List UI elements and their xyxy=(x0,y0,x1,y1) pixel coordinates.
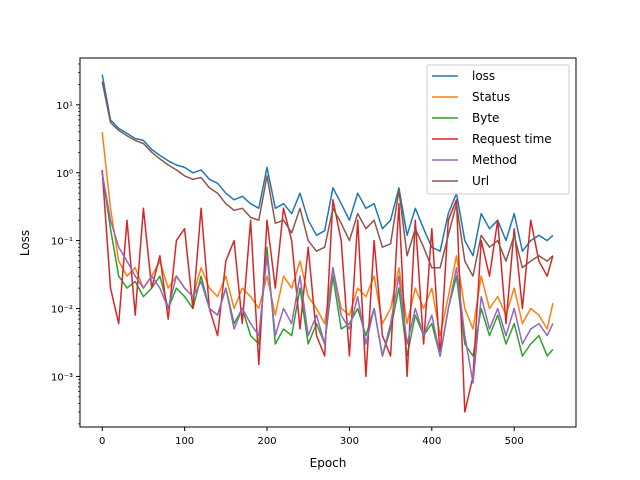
series-lines xyxy=(101,74,554,413)
x-tick-label: 400 xyxy=(422,436,441,447)
y-tick-label: 10⁻² xyxy=(51,305,73,316)
y-axis-label: Loss xyxy=(18,230,32,256)
series-line-method xyxy=(101,172,554,384)
y-tick-label: 10¹ xyxy=(56,101,73,112)
x-tick-label: 0 xyxy=(99,436,105,447)
plot-frame xyxy=(79,57,577,428)
series-line-loss xyxy=(101,74,554,257)
y-tick-label: 10⁻¹ xyxy=(51,237,73,248)
x-tick-label: 200 xyxy=(257,436,276,447)
legend-label: loss xyxy=(472,69,495,83)
x-axis-label: Epoch xyxy=(310,456,347,470)
y-tick-label: 10⁻³ xyxy=(51,372,73,383)
x-tick-label: 500 xyxy=(505,436,524,447)
legend-label: Request time xyxy=(472,132,552,146)
series-line-url xyxy=(101,81,554,277)
x-tick-label: 100 xyxy=(175,436,194,447)
legend-label: Method xyxy=(472,153,517,167)
y-tick-label: 10⁰ xyxy=(56,169,73,180)
series-line-request-time xyxy=(101,169,554,413)
x-tick-label: 300 xyxy=(340,436,359,447)
legend-label: Url xyxy=(472,174,489,188)
x-axis: 0 100 200 300 400 500 xyxy=(99,427,524,447)
legend-label: Status xyxy=(472,90,510,104)
legend-label: Byte xyxy=(472,111,499,125)
legend-box xyxy=(426,64,570,195)
legend: loss Status Byte Request time Method Url xyxy=(426,64,570,195)
